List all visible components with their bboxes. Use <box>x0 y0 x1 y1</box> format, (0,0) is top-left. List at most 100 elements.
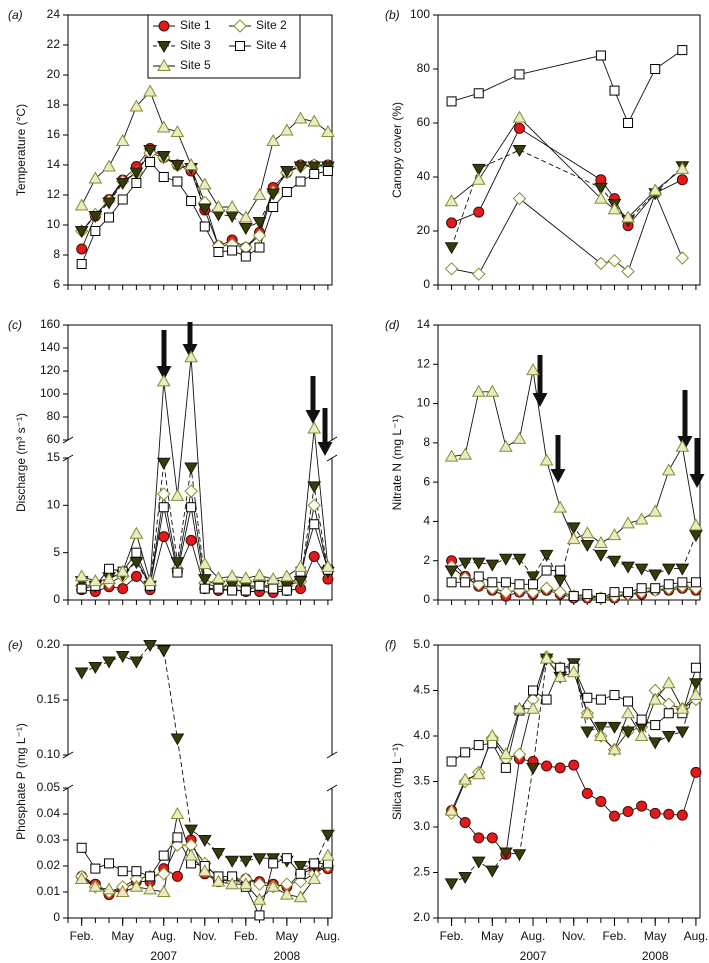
series-line <box>81 357 329 582</box>
y-tick-label: 0.02 <box>37 858 61 872</box>
marker <box>143 640 157 653</box>
marker <box>458 447 473 460</box>
marker <box>266 879 281 892</box>
marker <box>566 665 581 678</box>
marker <box>279 123 294 136</box>
y-axis-label: Temperature (°C) <box>14 104 28 196</box>
x-tick-label: Feb. <box>440 929 464 943</box>
y-tick-label: 0.04 <box>37 806 61 820</box>
marker <box>594 536 608 549</box>
marker <box>607 202 622 215</box>
marker <box>211 571 226 584</box>
x-group-label: 2008 <box>642 949 669 963</box>
marker <box>634 512 649 525</box>
marker <box>499 553 513 566</box>
arrow <box>677 390 693 450</box>
plot-frame <box>437 14 701 286</box>
legend-label: Site 1 <box>180 18 211 32</box>
marker <box>293 861 308 874</box>
marker <box>661 676 676 689</box>
marker <box>293 559 308 572</box>
marker <box>254 580 265 591</box>
marker <box>145 871 156 882</box>
marker <box>130 570 142 582</box>
y-tick-label: 4.5 <box>413 683 430 697</box>
series-line <box>451 149 683 248</box>
marker <box>104 212 115 223</box>
marker <box>266 133 281 146</box>
marker <box>690 662 701 673</box>
marker <box>211 199 226 212</box>
marker <box>102 159 116 172</box>
marker <box>143 574 157 587</box>
marker <box>268 858 279 869</box>
marker <box>512 110 527 123</box>
marker <box>460 747 471 758</box>
marker <box>321 829 335 842</box>
y-tick-label: 5.0 <box>413 637 430 651</box>
y-tick-label: 18 <box>47 97 61 111</box>
marker <box>158 850 169 861</box>
marker <box>609 587 620 598</box>
marker <box>595 796 607 808</box>
marker <box>650 583 661 594</box>
marker <box>636 583 647 594</box>
marker <box>485 384 500 397</box>
legend-label: Site 4 <box>256 38 287 52</box>
y-tick-label: 0 <box>423 277 430 291</box>
marker <box>607 528 622 541</box>
marker <box>444 262 459 276</box>
panel-label: (b) <box>385 8 400 22</box>
axis-break <box>326 436 338 444</box>
marker <box>458 872 473 885</box>
y-tick-label: 0.20 <box>37 637 61 651</box>
y-tick-label: 160 <box>40 317 60 331</box>
marker <box>444 194 459 207</box>
marker <box>76 259 87 269</box>
series-line <box>81 644 329 867</box>
y-tick-label: 80 <box>47 409 61 423</box>
marker <box>104 858 115 869</box>
arrow <box>317 408 333 456</box>
marker <box>526 571 540 584</box>
marker <box>170 488 185 501</box>
marker <box>307 421 322 434</box>
marker <box>158 531 170 543</box>
legend-marker <box>233 19 247 33</box>
marker <box>157 487 171 501</box>
series-group <box>451 49 683 275</box>
series-line <box>451 667 697 770</box>
marker <box>471 767 486 780</box>
marker <box>115 884 130 897</box>
panel-label: (e) <box>8 638 23 652</box>
marker <box>254 242 265 253</box>
panel-label: (f) <box>385 638 396 652</box>
marker <box>104 563 115 574</box>
marker <box>594 256 608 271</box>
marker <box>307 114 322 127</box>
marker <box>458 772 473 785</box>
marker <box>266 188 281 201</box>
legend-label: Site 5 <box>180 58 211 72</box>
marker <box>184 848 198 861</box>
marker <box>115 133 130 146</box>
marker <box>594 721 608 734</box>
y-tick-label: 140 <box>40 340 60 354</box>
marker <box>102 656 116 669</box>
y-tick-label: 0.01 <box>37 884 61 898</box>
marker <box>143 145 157 158</box>
marker <box>74 871 89 884</box>
marker <box>444 242 459 255</box>
marker <box>143 882 157 895</box>
y-tick-label: 15 <box>47 450 61 464</box>
marker <box>512 747 527 761</box>
marker <box>609 690 620 701</box>
y-tick-label: 10 <box>47 217 61 231</box>
marker <box>170 806 185 819</box>
legend-label: Site 2 <box>256 18 287 32</box>
marker <box>512 553 527 566</box>
marker <box>197 203 212 216</box>
y-tick-label: 0 <box>53 592 60 606</box>
marker <box>129 526 144 539</box>
x-tick-label: Aug. <box>316 929 341 943</box>
